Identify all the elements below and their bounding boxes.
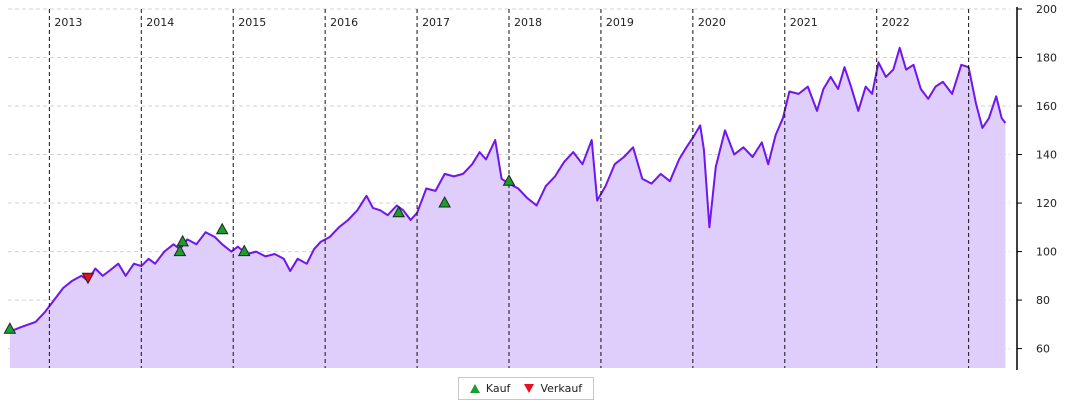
- legend-item-sell[interactable]: Verkauf: [524, 382, 582, 395]
- year-label-2018: 2018: [514, 16, 542, 29]
- sell-triangle-icon: [524, 384, 535, 393]
- y-tick-label-160: 160: [1036, 100, 1057, 113]
- trade-markers: [3, 174, 516, 334]
- legend-label-sell: Verkauf: [540, 382, 583, 395]
- marker-buy-5: [237, 244, 251, 257]
- legend-label-buy: Kauf: [485, 382, 511, 395]
- year-label-2019: 2019: [606, 16, 634, 29]
- marker-buy-6: [392, 205, 406, 218]
- legend-item-buy[interactable]: Kauf: [469, 382, 511, 395]
- y-tick-label-80: 80: [1036, 294, 1050, 307]
- y-tick-label-140: 140: [1036, 149, 1057, 162]
- y-tick-label-120: 120: [1036, 197, 1057, 210]
- year-labels: 2013 2014 2015 2016 2017 2018 2019 2020 2021 2022: [54, 16, 909, 29]
- y-tick-label-60: 60: [1036, 343, 1050, 356]
- year-label-2013: 2013: [54, 16, 82, 29]
- y-tick-label-200: 200: [1036, 3, 1057, 16]
- marker-sell-1: [81, 272, 95, 285]
- year-label-2014: 2014: [146, 16, 174, 29]
- buy-triangle-icon: [469, 384, 480, 393]
- year-label-2016: 2016: [330, 16, 358, 29]
- y-tick-label-100: 100: [1036, 246, 1057, 259]
- year-label-2020: 2020: [698, 16, 726, 29]
- year-label-2017: 2017: [422, 16, 450, 29]
- area-series: [9, 46, 1007, 369]
- marker-buy-7: [438, 196, 451, 208]
- area-fill: [9, 47, 1006, 369]
- y-axis: 60 80 100 120 140 160 180 200: [1016, 3, 1057, 370]
- marker-buy-3: [176, 234, 190, 247]
- year-label-2021: 2021: [790, 16, 818, 29]
- marker-buy-0: [3, 322, 17, 334]
- legend: Kauf Verkauf: [458, 377, 594, 400]
- y-tick-label-180: 180: [1036, 52, 1057, 65]
- year-lines: [48, 9, 970, 368]
- year-label-2022: 2022: [882, 16, 910, 29]
- marker-buy-8: [502, 174, 516, 186]
- year-label-2015: 2015: [238, 16, 266, 29]
- marker-buy-4: [215, 222, 229, 235]
- marker-buy-2: [173, 244, 187, 257]
